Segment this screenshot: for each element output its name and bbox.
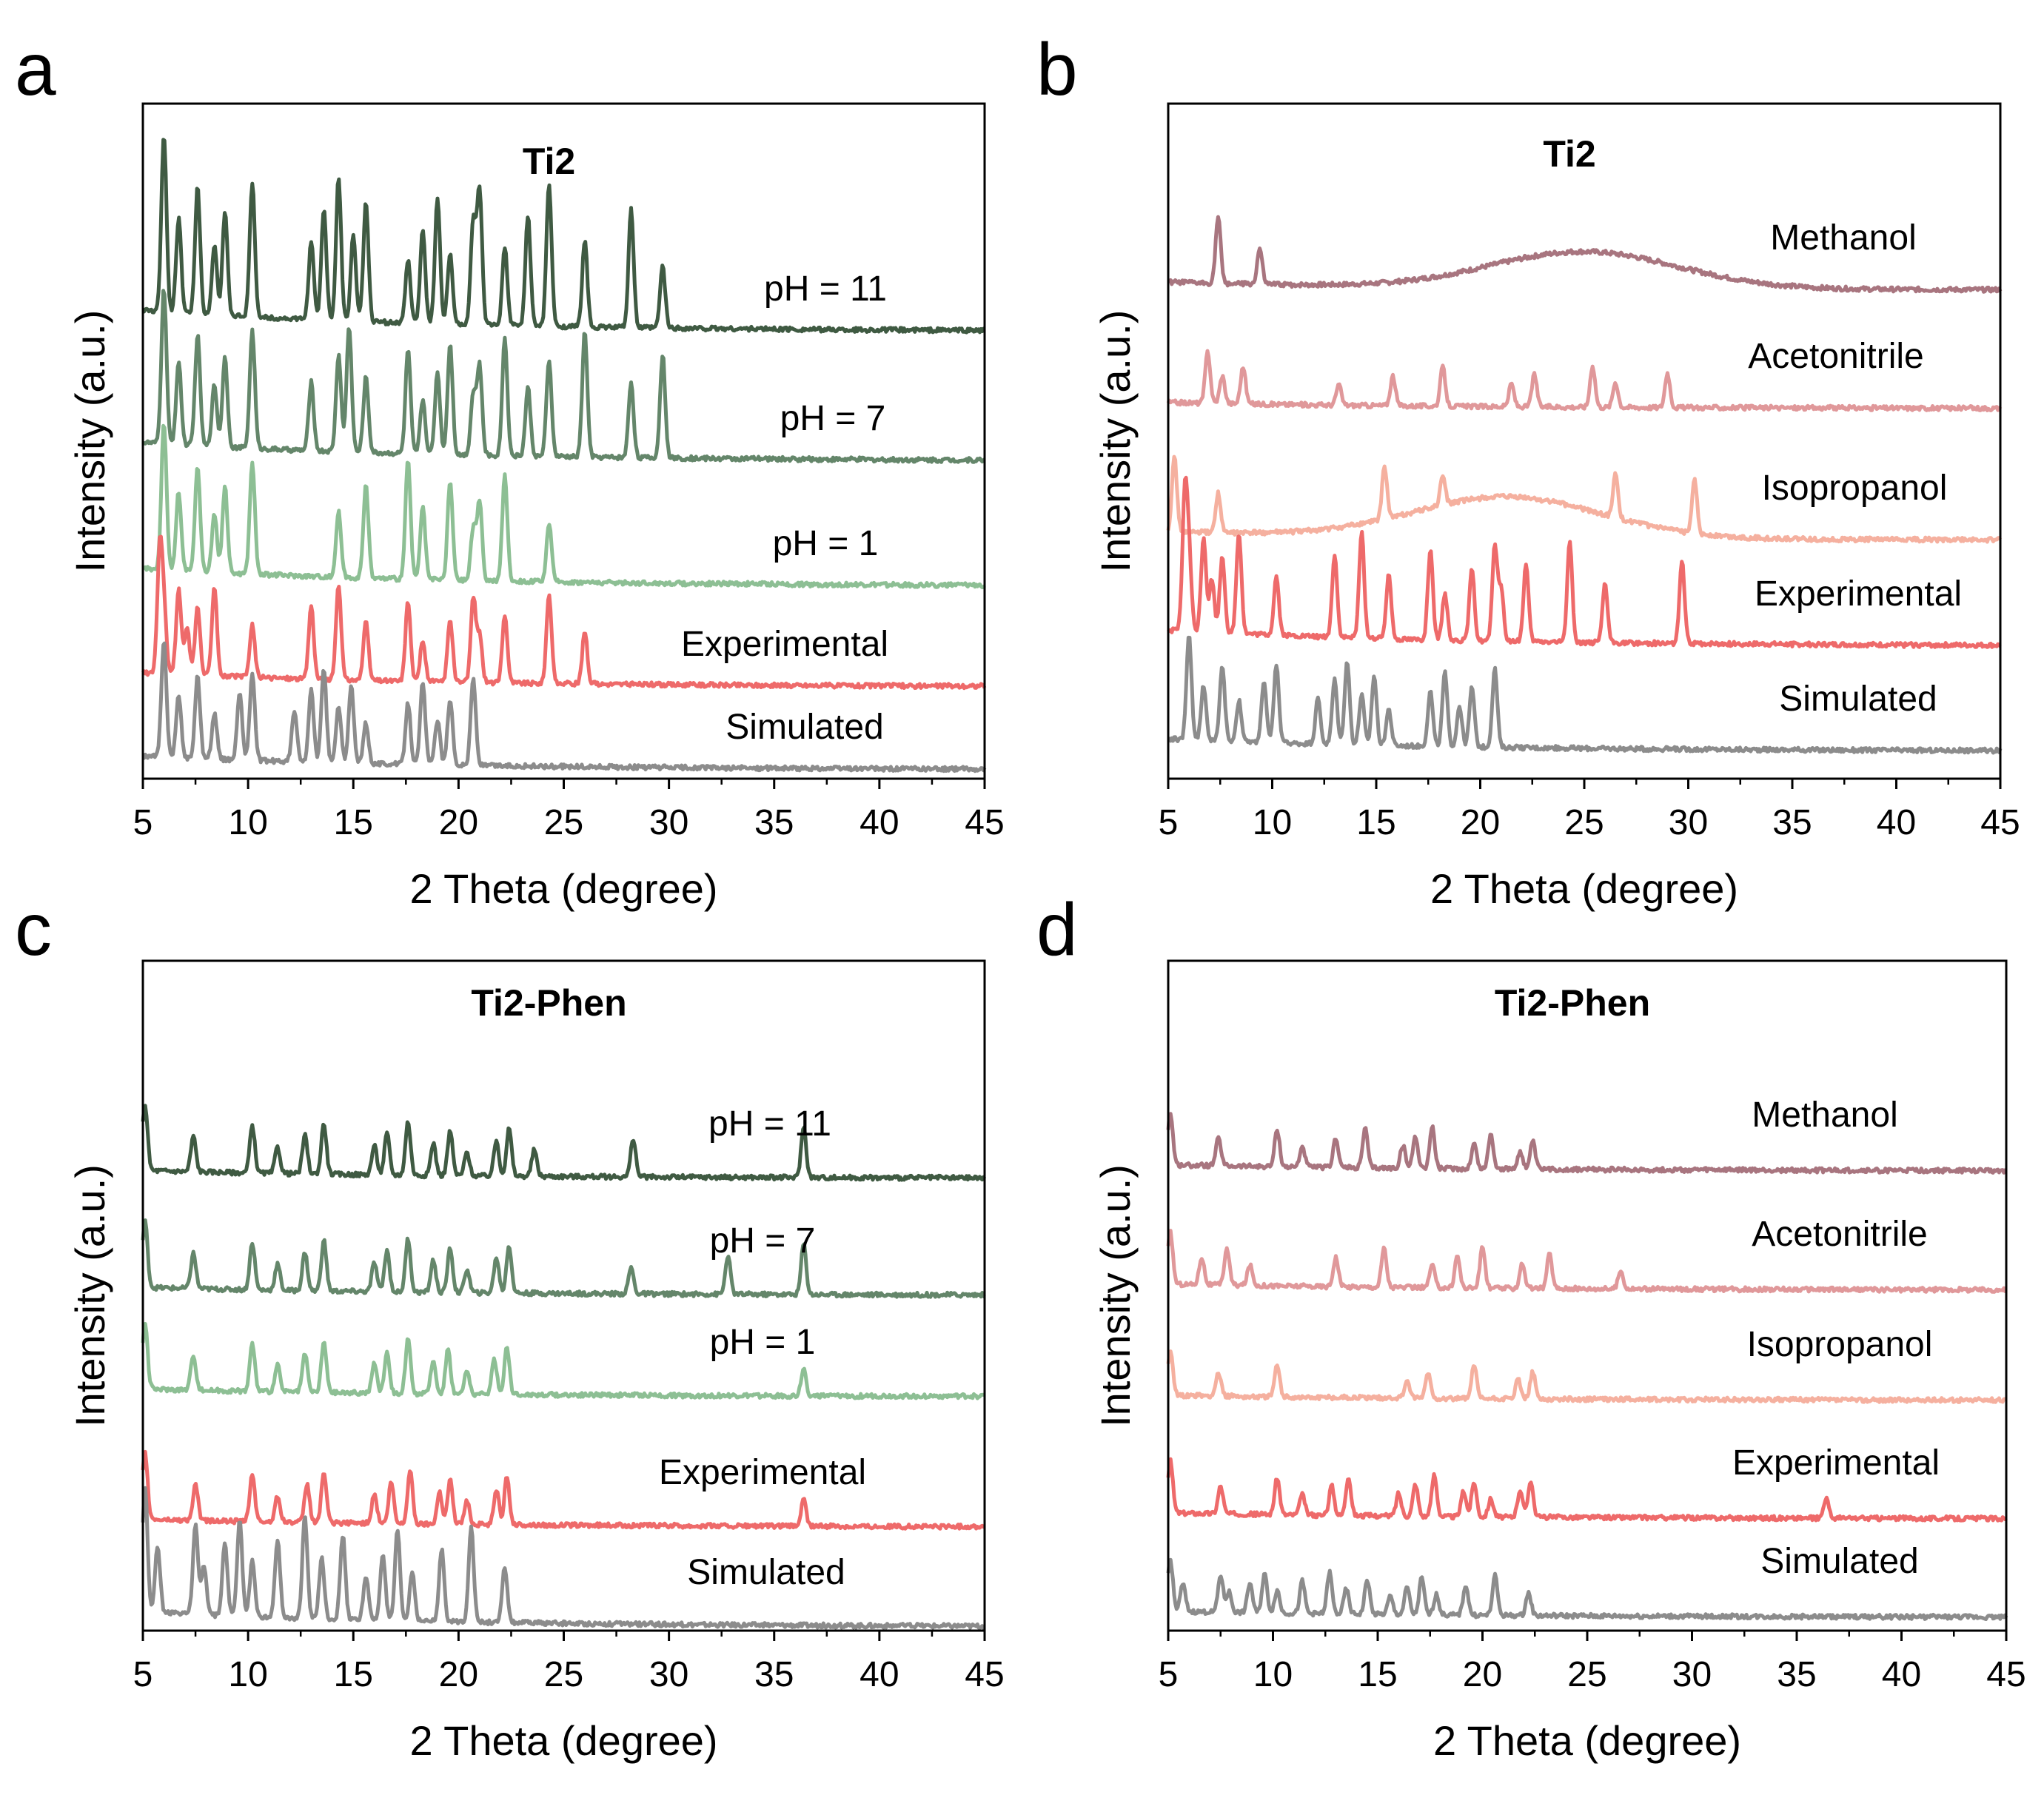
x-axis-label: 2 Theta (degree) — [409, 865, 717, 912]
series-line-isopropanol — [1166, 454, 2003, 544]
x-tick-label: 30 — [649, 1655, 688, 1694]
y-axis-label: Intensity (a.u.) — [1092, 310, 1139, 573]
x-tick-label: 45 — [1980, 803, 2020, 842]
x-tick-label: 35 — [754, 803, 794, 842]
x-tick-label: 35 — [1772, 803, 1812, 842]
y-axis-label: Intensity (a.u.) — [1092, 1164, 1139, 1427]
x-tick-label: 30 — [1672, 1655, 1712, 1694]
x-tick-label: 25 — [544, 803, 583, 842]
x-tick-label: 40 — [1882, 1655, 1921, 1694]
x-tick-label: 20 — [439, 1655, 478, 1694]
series-label: Simulated — [726, 708, 883, 747]
plot-title: Ti2-Phen — [1495, 982, 1650, 1024]
x-tick-label: 40 — [1877, 803, 1916, 842]
y-axis-label: Intensity (a.u.) — [67, 310, 113, 573]
series-label: Simulated — [687, 1553, 845, 1592]
plot-frame — [1167, 102, 2002, 780]
series-line-experimental — [141, 1449, 985, 1531]
series-line-ph-7 — [141, 289, 986, 464]
x-tick-label: 15 — [1358, 1655, 1397, 1694]
x-tick-label: 10 — [228, 1655, 267, 1694]
panel-a: a pH = 11 pH = 7 pH = 1 Experimental Simulate… — [15, 28, 1005, 912]
series-label: pH = 11 — [764, 269, 887, 309]
series-label: Experimental — [659, 1453, 866, 1492]
series-line-isopropanol — [1166, 1349, 2008, 1404]
x-tick-label: 15 — [1356, 803, 1395, 842]
series-line-simulated — [141, 1486, 986, 1631]
panel-b: b Methanol Acetonitrile Isopropanol Experime… — [1036, 28, 2020, 912]
panel-letter: a — [15, 28, 56, 111]
x-tick-label: 30 — [649, 803, 688, 842]
series-label: Isopropanol — [1762, 469, 1948, 508]
x-tick-label: 20 — [1461, 803, 1500, 842]
series-line-methanol — [1166, 1112, 2008, 1175]
plot-title: Ti2-Phen — [471, 982, 626, 1024]
series-line-ph-11 — [141, 138, 985, 335]
x-tick-label: 25 — [544, 1655, 583, 1694]
series-label: Acetonitrile — [1752, 1215, 1927, 1254]
x-tick-label: 20 — [439, 803, 478, 842]
x-tick-label: 10 — [228, 803, 267, 842]
series-line-ph-7 — [141, 1218, 986, 1299]
y-axis-label: Intensity (a.u.) — [67, 1164, 113, 1427]
x-tick-label: 5 — [1159, 1655, 1179, 1694]
panel-letter: c — [15, 888, 52, 971]
x-tick-label: 25 — [1567, 1655, 1606, 1694]
series-line-experimental — [141, 534, 987, 691]
plot-title: Ti2 — [1543, 133, 1595, 175]
plot-title: Ti2 — [523, 141, 575, 182]
series-line-simulated — [1167, 635, 2003, 755]
x-tick-label: 45 — [965, 1655, 1004, 1694]
series-line-experimental — [1166, 1457, 2008, 1523]
panel-c: c pH = 11 pH = 7 pH = 1 Experimental Simulate… — [15, 888, 1005, 1764]
panel-d: d Methanol Acetonitrile Isopropanol Experime… — [1036, 888, 2026, 1764]
series-line-ph-1 — [141, 423, 986, 590]
x-tick-label: 45 — [965, 803, 1004, 842]
x-tick-label: 20 — [1463, 1655, 1502, 1694]
series-label: pH = 1 — [710, 1323, 816, 1362]
plot-frame — [1167, 959, 2008, 1632]
series-label: Methanol — [1770, 218, 1916, 258]
x-tick-label: 5 — [133, 803, 153, 842]
series-label: Isopropanol — [1747, 1325, 1933, 1364]
x-tick-label: 5 — [133, 1655, 153, 1694]
series-line-acetonitrile — [1166, 349, 2003, 412]
x-axis-label: 2 Theta (degree) — [409, 1717, 717, 1764]
x-tick-label: 15 — [334, 1655, 373, 1694]
series-line-ph-1 — [141, 1322, 986, 1400]
series-label: pH = 11 — [708, 1104, 831, 1144]
x-tick-label: 30 — [1669, 803, 1708, 842]
series-label: Acetonitrile — [1748, 337, 1923, 376]
series-label: Experimental — [1755, 574, 1962, 614]
series-line-simulated — [1166, 1557, 2008, 1621]
x-tick-label: 10 — [1253, 1655, 1293, 1694]
panel-letter: b — [1036, 28, 1078, 111]
x-tick-label: 40 — [860, 803, 899, 842]
series-line-methanol — [1167, 215, 2003, 294]
series-line-experimental — [1167, 475, 2002, 649]
series-label: Simulated — [1760, 1542, 1918, 1581]
series-label: pH = 7 — [710, 1221, 816, 1261]
series-label: Experimental — [681, 625, 888, 664]
x-axis-label: 2 Theta (degree) — [1433, 1717, 1741, 1764]
series-label: Methanol — [1752, 1095, 1897, 1135]
x-axis-label: 2 Theta (degree) — [1430, 865, 1738, 912]
x-tick-label: 35 — [1777, 1655, 1816, 1694]
series-line-acetonitrile — [1166, 1229, 2007, 1294]
x-tick-label: 25 — [1564, 803, 1604, 842]
x-tick-label: 5 — [1159, 803, 1179, 842]
x-tick-label: 15 — [334, 803, 373, 842]
x-tick-label: 40 — [860, 1655, 899, 1694]
series-line-ph-11 — [141, 1104, 987, 1182]
series-label: Simulated — [1779, 680, 1937, 719]
x-tick-label: 45 — [1986, 1655, 2025, 1694]
panel-letter: d — [1036, 888, 1078, 971]
series-label: pH = 7 — [780, 399, 886, 438]
series-line-simulated — [142, 641, 987, 774]
series-label: Experimental — [1732, 1443, 1940, 1483]
x-tick-label: 10 — [1253, 803, 1292, 842]
series-label: pH = 1 — [773, 524, 879, 563]
x-tick-label: 35 — [754, 1655, 794, 1694]
